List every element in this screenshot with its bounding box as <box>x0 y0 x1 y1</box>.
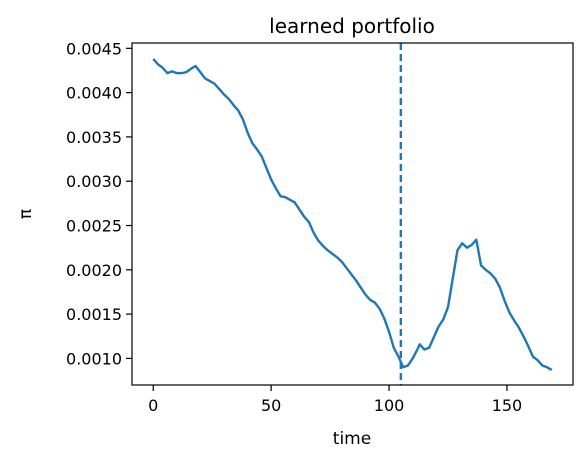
y-axis-label: π <box>16 209 36 219</box>
x-tick-label: 50 <box>261 396 281 415</box>
y-tick-label: 0.0045 <box>66 39 122 58</box>
series-line-0 <box>152 58 553 371</box>
y-tick-label: 0.0015 <box>66 305 122 324</box>
y-axis: 0.0010 0.0015 0.0020 0.0025 0.0030 0.0035 0.00… <box>66 39 132 368</box>
x-tick-label: 100 <box>374 396 405 415</box>
y-tick-label: 0.0020 <box>66 261 122 280</box>
plot-frame <box>131 42 574 386</box>
y-tick-label: 0.0025 <box>66 217 122 236</box>
x-tick-label: 0 <box>148 396 158 415</box>
y-tick-label: 0.0040 <box>66 84 122 103</box>
plot-area <box>152 43 553 385</box>
chart-title: learned portfolio <box>269 14 435 38</box>
y-tick-label: 0.0010 <box>66 349 122 368</box>
x-tick-label: 150 <box>492 396 523 415</box>
x-axis-label: time <box>333 429 371 449</box>
x-axis: 0 50 100 150 <box>148 385 522 415</box>
y-tick-label: 0.0035 <box>66 128 122 147</box>
y-tick-label: 0.0030 <box>66 172 122 191</box>
